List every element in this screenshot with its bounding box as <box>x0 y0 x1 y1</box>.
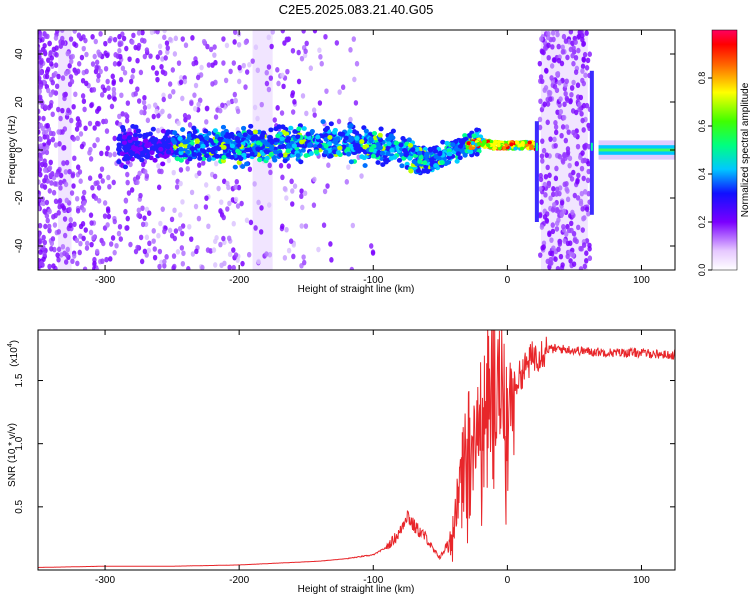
snr-line <box>38 330 675 568</box>
spectrogram-ylabel: Frequency (Hz) <box>7 116 18 185</box>
snr-xtick-label: -200 <box>229 575 249 586</box>
spectrogram-xtick-label: -200 <box>229 275 249 286</box>
spectrogram-ytick-label: -20 <box>14 190 25 205</box>
snr-scale-label: (x10 <box>9 347 20 367</box>
colorbar-tick-label: 0.2 <box>697 216 707 229</box>
spectrogram-ytick-label: 40 <box>14 48 25 60</box>
figure-title: C2E5.2025.083.21.40.G05 <box>279 2 434 17</box>
spectrogram-xtick-label: 100 <box>633 275 650 286</box>
snr-xtick-label: 100 <box>633 575 650 586</box>
colorbar-tick-label: 0.8 <box>697 72 707 85</box>
snr-xlabel: Height of straight line (km) <box>298 584 415 595</box>
colorbar-tick-label: 0.0 <box>697 264 707 277</box>
spectrogram-ticks: -300 -200 -100 0 100 40 20 0 -20 -40 <box>14 30 675 286</box>
snr-ytick-label: 1.0 <box>14 436 25 450</box>
snr-panel: -300 -200 -100 0 100 1.5 1.0 0.5 Height of stra… <box>7 329 676 595</box>
snr-ylabel: SNR (10 * v/v) <box>7 423 18 487</box>
spectrogram-xlabel: Height of straight line (km) <box>298 284 415 295</box>
snr-ticks: -300 -200 -100 0 100 1.5 1.0 0.5 <box>14 330 675 586</box>
snr-ytick-label: 1.5 <box>14 373 25 387</box>
spectrogram-xtick-label: 0 <box>505 275 511 286</box>
snr-background <box>38 330 675 570</box>
snr-scale-exponent: 4 <box>7 343 14 347</box>
spectrogram-heatmap <box>38 30 675 270</box>
spectrogram-panel: -300 -200 -100 0 100 40 20 0 -20 -40 Height of st… <box>7 29 676 295</box>
colorbar: 0.0 0.2 0.4 0.6 0.8 Normalized spectral ampl… <box>697 29 750 277</box>
snr-scale-note: (x104) <box>7 340 20 367</box>
spectrogram-ytick-label: 0 <box>14 147 25 153</box>
colorbar-ticks: 0.0 0.2 0.4 0.6 0.8 <box>697 72 712 277</box>
colorbar-label: Normalized spectral amplitude <box>740 82 750 217</box>
snr-frame <box>37 329 676 571</box>
colorbar-tick-label: 0.4 <box>697 168 707 181</box>
snr-ytick-label: 0.5 <box>14 499 25 513</box>
spectrogram-ytick-label: -40 <box>14 238 25 253</box>
colorbar-tick-label: 0.6 <box>697 120 707 133</box>
svg-text:(x104): (x104) <box>7 340 20 367</box>
snr-xtick-label: -300 <box>95 575 115 586</box>
colorbar-gradient <box>711 29 738 271</box>
spectrogram-xtick-label: -300 <box>95 275 115 286</box>
spectrogram-ytick-label: 20 <box>14 96 25 108</box>
snr-xtick-label: -100 <box>363 575 383 586</box>
snr-xtick-label: 0 <box>505 575 511 586</box>
snr-series <box>38 330 675 568</box>
spectrogram-xtick-label: -100 <box>363 275 383 286</box>
